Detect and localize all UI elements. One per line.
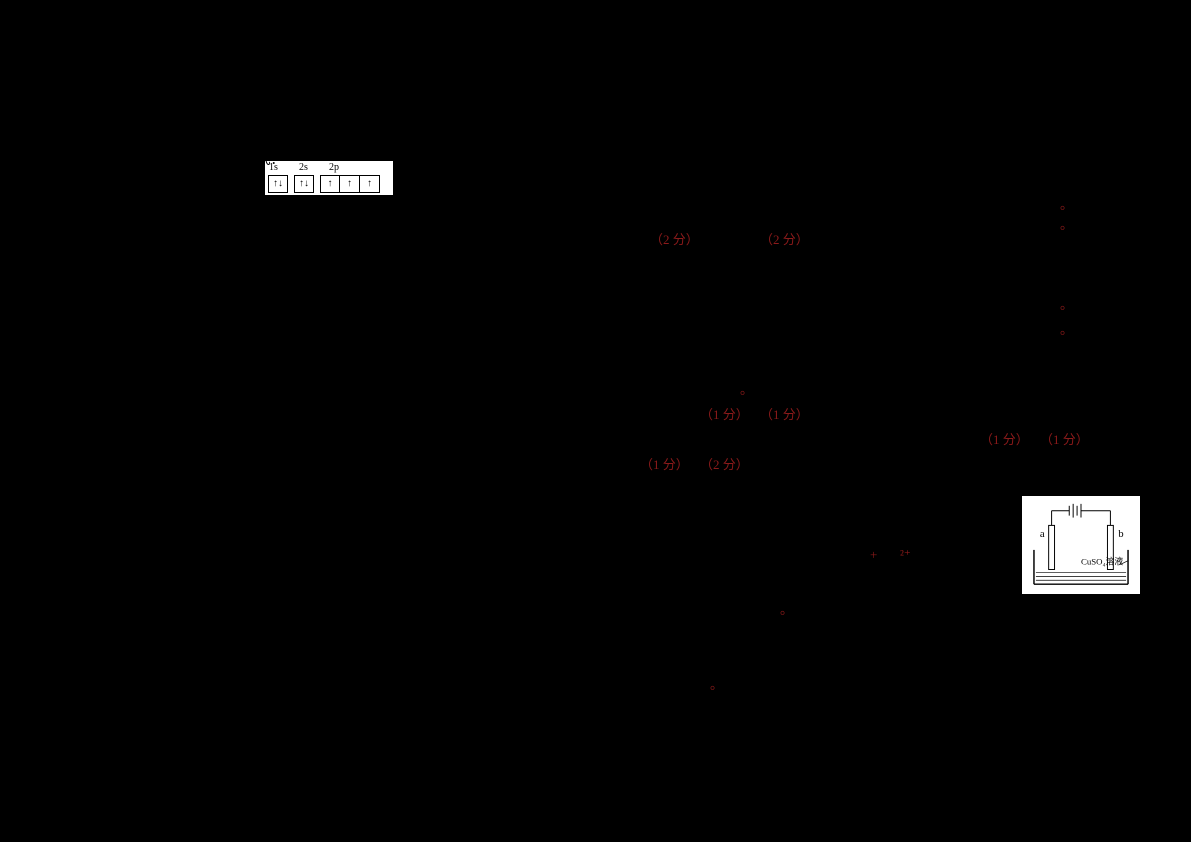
text-line: （1 分）: [760, 405, 809, 426]
text-line: （3）基态氮原子的轨道表示式：: [95, 150, 284, 171]
orbital-cells: ↑↓ ↑↓ ↑ ↑ ↑: [268, 175, 380, 193]
orbital-cell: ↑: [360, 175, 380, 193]
text-line: II.（1）三角锥形: [75, 270, 171, 291]
text-line: （答对 2p 轨道即给分）: [414, 150, 551, 171]
text-line: 、: [880, 545, 893, 566]
label-2s: 2s: [299, 162, 321, 173]
text-line: （5）n(H₂)=0.05mol m(Cu)=0.05×64=3.2g: [95, 700, 325, 721]
text-line: 加水稀释，n(H⁺)变化幅度小: [115, 570, 276, 591]
text-line: （2 分）: [760, 230, 809, 251]
text-line: 。: [1060, 195, 1073, 216]
text-line: 。: [780, 600, 793, 621]
text-line: （3）偏低: [95, 455, 154, 476]
text-line: 所以 NO₂ 的反应速率快。: [115, 125, 262, 146]
electrode-b-label: b: [1118, 528, 1123, 540]
text-line: （3）4NA（或者 4×6.02×10²³）: [95, 345, 273, 366]
text-line: （2）b、d: [95, 405, 154, 426]
orbital-cell: ↑: [340, 175, 360, 193]
text-line: 。: [1060, 295, 1073, 316]
text-line: （2）加成反应 氧化反应: [95, 765, 235, 786]
orbital-cell: ↑↓: [268, 175, 288, 193]
text-line: （4）①Cu-2e⁻=Cu²⁺ 2H⁺+2e⁻=H₂↑: [95, 625, 293, 646]
text-line: 故SO₂键角小于SO₃键角。: [115, 320, 261, 341]
text-line: （2）由图可知，交点左侧 NO₂ 单位体积内活化分子百分数大于 O₃，: [95, 100, 486, 121]
text-line: （2）SO₂中S原子存在孤对电子，中心原子孤电子对对成键电子对的排斥作用大于成键…: [95, 295, 715, 316]
text-line: （5）2NO₂(g)+O₃(g)→N₂O₅(g)+O₂(g) ΔH = -199…: [95, 230, 399, 251]
text-line: 31.（1）CH₃CH₂CHO 醛基、碳碳双键: [75, 740, 291, 761]
text-line: （3）溶液变蓝，b 极有气泡产生: [95, 600, 280, 621]
text-line: 28.I.（1）温度相同时，两种气体分子中具有较高能量的分子百分数相同: [75, 75, 482, 96]
label-2p: 2p: [329, 162, 369, 173]
orbital-cell: ↑↓: [294, 175, 314, 193]
text-line: （1 分）: [1040, 430, 1089, 451]
text-line: 29.（1）c: [75, 380, 130, 401]
text-line: （2 分）: [700, 455, 749, 476]
exam-answer-page: 1s 2s 2p ↑↓ ↑↓ ↑ ↑ ↑: [0, 0, 1191, 842]
text-line: （1 分）: [980, 430, 1029, 451]
text-line: （2 分）: [650, 230, 699, 251]
text-line: +: [870, 545, 877, 566]
text-line: 。: [1060, 320, 1073, 341]
text-line: ③电解一段时间后溶液中Cu²⁺浓度增大，在b极放电: [115, 675, 407, 696]
orbital-cell: ↑: [320, 175, 340, 193]
text-line: 。: [710, 675, 723, 696]
text-line: （4）增大: [95, 205, 154, 226]
electrolysis-diagram: a b CuSO₄溶液: [1021, 495, 1141, 595]
text-line: （2）CH₃COOH 为弱酸，溶液中存在电离平衡 CH₃COOH⇌CH₃COO⁻…: [95, 545, 513, 566]
text-line: （1 分）: [700, 405, 749, 426]
orbital-sublevel-labels: 1s 2s 2p: [269, 162, 389, 173]
text-line: 30.（15分）（1）增大: [75, 520, 195, 541]
text-line: ²⁺: [900, 545, 911, 566]
text-line: 。: [1060, 215, 1073, 236]
text-line: （1 分）: [640, 455, 689, 476]
text-line: 偏高: [95, 430, 121, 451]
solution-label: CuSO₄溶液: [1081, 556, 1123, 567]
text-line: （4）0.08 mol/L: [95, 480, 185, 501]
electrode-a-label: a: [1040, 528, 1045, 540]
text-line: 。: [740, 380, 753, 401]
text-line: ②移向 a 极: [115, 650, 179, 671]
